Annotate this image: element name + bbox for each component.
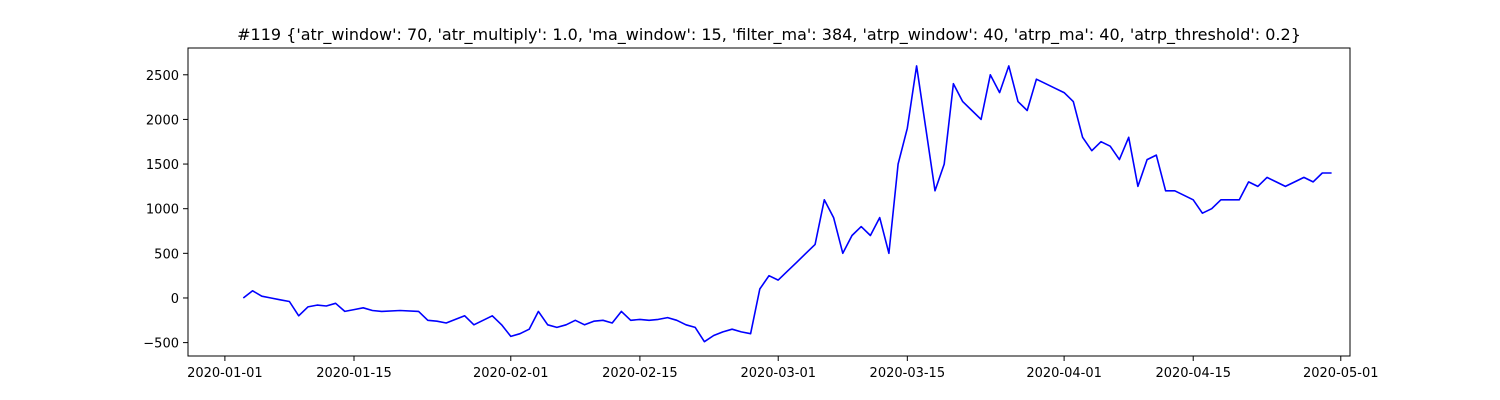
- x-tick-label: 2020-04-15: [1155, 366, 1231, 381]
- plot-frame: [187, 47, 1351, 357]
- plot-area: [242, 65, 1332, 343]
- y-tick-label: 1000: [146, 203, 179, 218]
- y-tick-label: −500: [143, 337, 179, 352]
- x-tick-label: 2020-04-01: [1026, 366, 1102, 381]
- x-tick-label: 2020-03-15: [870, 366, 946, 381]
- x-tick-label: 2020-02-01: [473, 366, 549, 381]
- y-tick-label: 1500: [146, 158, 179, 173]
- x-axis: 2020-01-01 2020-01-15 2020-02-01 2020-02-15…: [187, 356, 1379, 381]
- y-axis: −500 0 500 1000 1500 2000 2500: [143, 69, 188, 352]
- y-tick-label: 2000: [146, 113, 179, 128]
- y-tick-label: 0: [171, 292, 179, 307]
- x-tick-label: 2020-01-01: [187, 366, 263, 381]
- x-tick-label: 2020-03-01: [740, 366, 816, 381]
- series-line-0: [242, 65, 1332, 343]
- y-tick-label: 2500: [146, 69, 179, 84]
- x-tick-label: 2020-01-15: [316, 366, 392, 381]
- x-tick-label: 2020-05-01: [1303, 366, 1379, 381]
- chart-title: #119 {'atr_window': 70, 'atr_multiply': …: [237, 25, 1301, 45]
- y-tick-label: 500: [154, 247, 179, 262]
- x-tick-label: 2020-02-15: [602, 366, 678, 381]
